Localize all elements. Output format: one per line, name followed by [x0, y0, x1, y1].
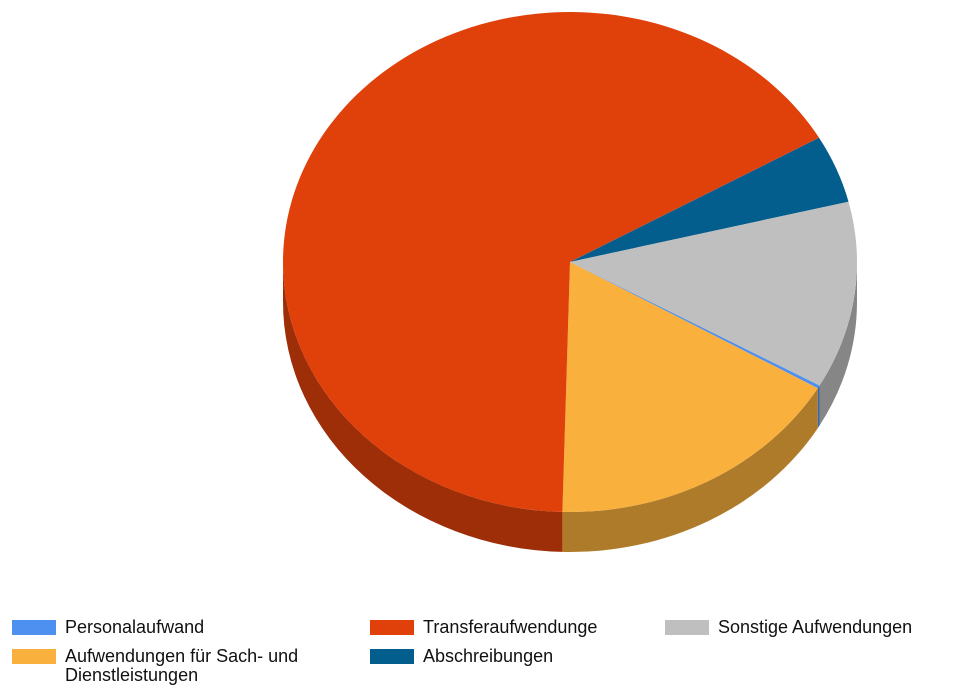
legend-swatch	[12, 649, 56, 664]
legend-label: Aufwendungen für Sach- und Dienstleistun…	[65, 646, 299, 685]
slice	[570, 262, 820, 389]
legend-label: Personalaufwand	[65, 617, 205, 637]
slice-side	[817, 385, 820, 429]
legend-swatch	[12, 620, 56, 635]
chart	[283, 11, 857, 553]
slice	[562, 262, 818, 512]
slice	[570, 137, 849, 262]
legend-swatch	[370, 620, 414, 635]
legend-label: Sonstige Aufwendungen	[718, 617, 913, 637]
legend-label: Transferaufwendunge	[423, 617, 598, 637]
slice-side	[819, 262, 857, 426]
slice	[283, 11, 820, 512]
legend-label: Abschreibungen	[423, 646, 554, 666]
slice	[570, 201, 857, 386]
slice-side	[283, 262, 563, 552]
slice-side	[562, 388, 818, 553]
legend-swatch	[370, 649, 414, 664]
legend-swatch	[665, 620, 709, 635]
